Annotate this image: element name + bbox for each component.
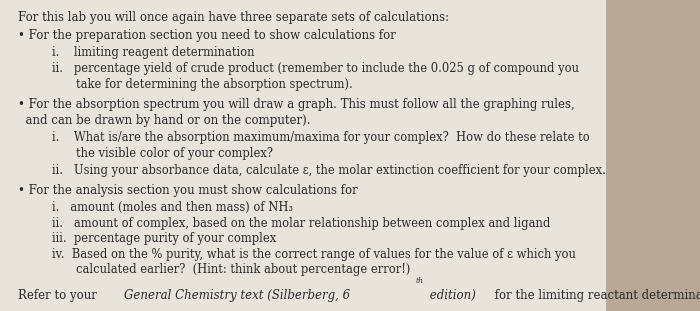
Text: iii.  percentage purity of your complex: iii. percentage purity of your complex [52,232,276,245]
Text: ii.   Using your absorbance data, calculate ε, the molar extinction coefficient : ii. Using your absorbance data, calculat… [52,164,606,177]
Text: i.    What is/are the absorption maximum/maxima for your complex?  How do these : i. What is/are the absorption maximum/ma… [52,131,590,144]
FancyBboxPatch shape [0,0,606,311]
Text: th: th [416,277,424,285]
Text: and can be drawn by hand or on the computer).: and can be drawn by hand or on the compu… [18,114,310,127]
Text: i.   amount (moles and then mass) of NH₃: i. amount (moles and then mass) of NH₃ [52,201,293,214]
Text: iv.  Based on the % purity, what is the correct range of values for the value of: iv. Based on the % purity, what is the c… [52,248,576,261]
Text: Refer to your: Refer to your [18,289,100,302]
Text: calculated earlier?  (Hint: think about percentage error!): calculated earlier? (Hint: think about p… [76,263,410,276]
Text: • For the analysis section you must show calculations for: • For the analysis section you must show… [18,184,357,197]
Text: ii.   percentage yield of crude product (remember to include the 0.025 g of comp: ii. percentage yield of crude product (r… [52,62,580,75]
Text: the visible color of your complex?: the visible color of your complex? [76,147,272,160]
Text: for the limiting reactant determination.: for the limiting reactant determination. [491,289,700,302]
Text: ii.   amount of complex, based on the molar relationship between complex and lig: ii. amount of complex, based on the mola… [52,217,551,230]
Text: edition): edition) [426,289,476,302]
Text: General Chemistry text (Silberberg, 6: General Chemistry text (Silberberg, 6 [124,289,350,302]
Text: i.    limiting reagent determination: i. limiting reagent determination [52,46,255,59]
Text: • For the absorption spectrum you will draw a graph. This must follow all the gr: • For the absorption spectrum you will d… [18,98,574,111]
Text: take for determining the absorption spectrum).: take for determining the absorption spec… [76,78,352,91]
Text: • For the preparation section you need to show calculations for: • For the preparation section you need t… [18,29,395,42]
Text: For this lab you will once again have three separate sets of calculations:: For this lab you will once again have th… [18,11,449,24]
